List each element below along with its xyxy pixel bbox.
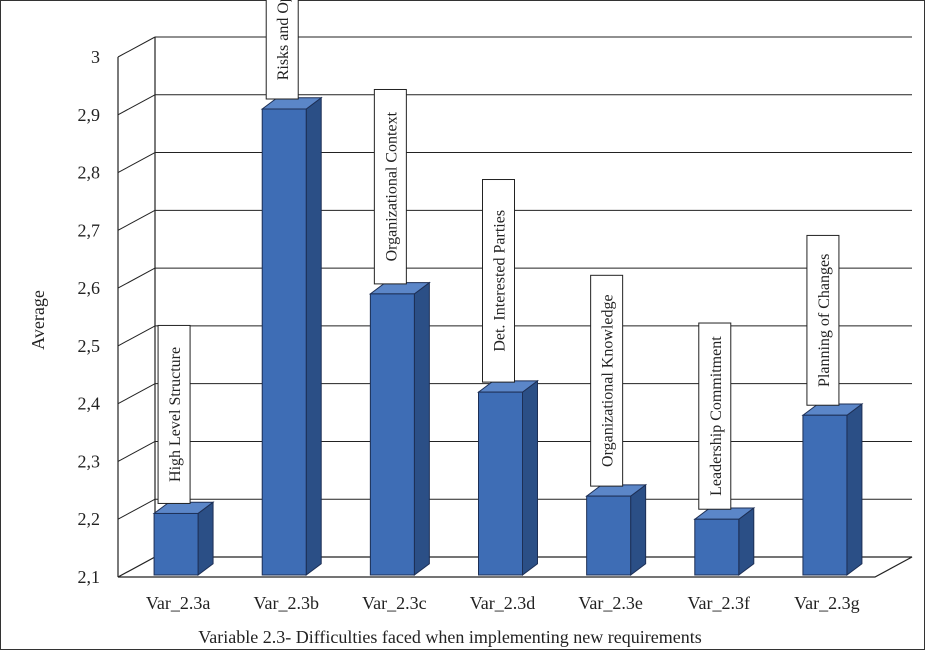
gridline-diagonal (117, 325, 156, 347)
y-tick-label: 2,5 (78, 336, 101, 356)
y-tick-label: 2,8 (78, 163, 101, 183)
y-tick-label: 2,2 (78, 509, 101, 529)
y-axis-title: Average (28, 290, 48, 350)
y-tick-label: 2,9 (78, 105, 101, 125)
gridline-diagonal (117, 441, 156, 462)
bar-label: Organizational Knowledge (600, 294, 617, 467)
gridline-diagonal (117, 498, 156, 520)
y-tick-label: 2,6 (78, 278, 101, 298)
x-category-labels: Var_2.3a Var_2.3b Var_2.3c Var_2.3d Var_2.3e… (146, 593, 860, 613)
gridline-diagonal (117, 152, 156, 173)
y-tick-labels: 2,1 2,2 2,3 2,4 2,5 2,6 2,7 2,8 2,9 3 (78, 47, 101, 587)
y-tick-label: 2,4 (78, 394, 101, 414)
bar-label-box (698, 322, 732, 510)
gridline-diagonal (117, 267, 156, 289)
x-tick-label: Var_2.3d (470, 593, 536, 613)
bar (802, 414, 848, 576)
bar (261, 108, 307, 576)
bar-label: Organizational Context (383, 111, 400, 261)
gridline-diagonal (117, 36, 156, 58)
gridline-diagonal (117, 209, 156, 231)
bar-label: High Level Structure (167, 347, 184, 482)
y-tick-label: 2,7 (78, 220, 101, 240)
bar-label-boxes: High Level Structure Risks and Opport. Org… (157, 0, 840, 510)
y-tick-label: 2,3 (78, 451, 101, 471)
gridline-diagonal (117, 383, 156, 405)
bar (153, 512, 199, 576)
bar (369, 293, 415, 576)
bar-side (846, 402, 863, 576)
y-tick-label: 2,1 (78, 567, 101, 587)
bar-label-box (157, 324, 191, 504)
bar-side (522, 379, 538, 576)
chart-bars (152, 96, 864, 576)
bar-label-box (806, 234, 840, 406)
x-tick-label: Var_2.3b (253, 593, 319, 613)
x-tick-label: Var_2.3c (362, 593, 426, 613)
bar-label-box (265, 0, 299, 100)
bar-label: Det. Interested Parties (492, 210, 509, 352)
bar-label: Risks and Opport. (275, 0, 292, 80)
x-axis-title: Variable 2.3- Difficulties faced when im… (198, 627, 702, 647)
bar-side (197, 501, 214, 576)
bar-side (413, 281, 430, 576)
gridline-diagonal (117, 94, 156, 116)
floor (117, 556, 913, 578)
x-tick-label: Var_2.3e (578, 593, 642, 613)
bar-side (305, 96, 322, 576)
x-tick-label: Var_2.3g (794, 593, 860, 613)
bar (694, 518, 740, 576)
bar-label: Planning of Changes (816, 254, 833, 387)
bar-side (630, 483, 647, 576)
bar-label: Leadership Commitment (708, 336, 725, 496)
bar-label-box (590, 274, 624, 487)
bar (586, 495, 632, 576)
x-tick-label: Var_2.3f (688, 593, 750, 613)
x-tick-label: Var_2.3a (146, 593, 210, 613)
bar-label-box (482, 179, 515, 383)
y-tick-label: 3 (91, 47, 100, 67)
bar (478, 391, 523, 576)
bar-label-box (373, 88, 407, 285)
